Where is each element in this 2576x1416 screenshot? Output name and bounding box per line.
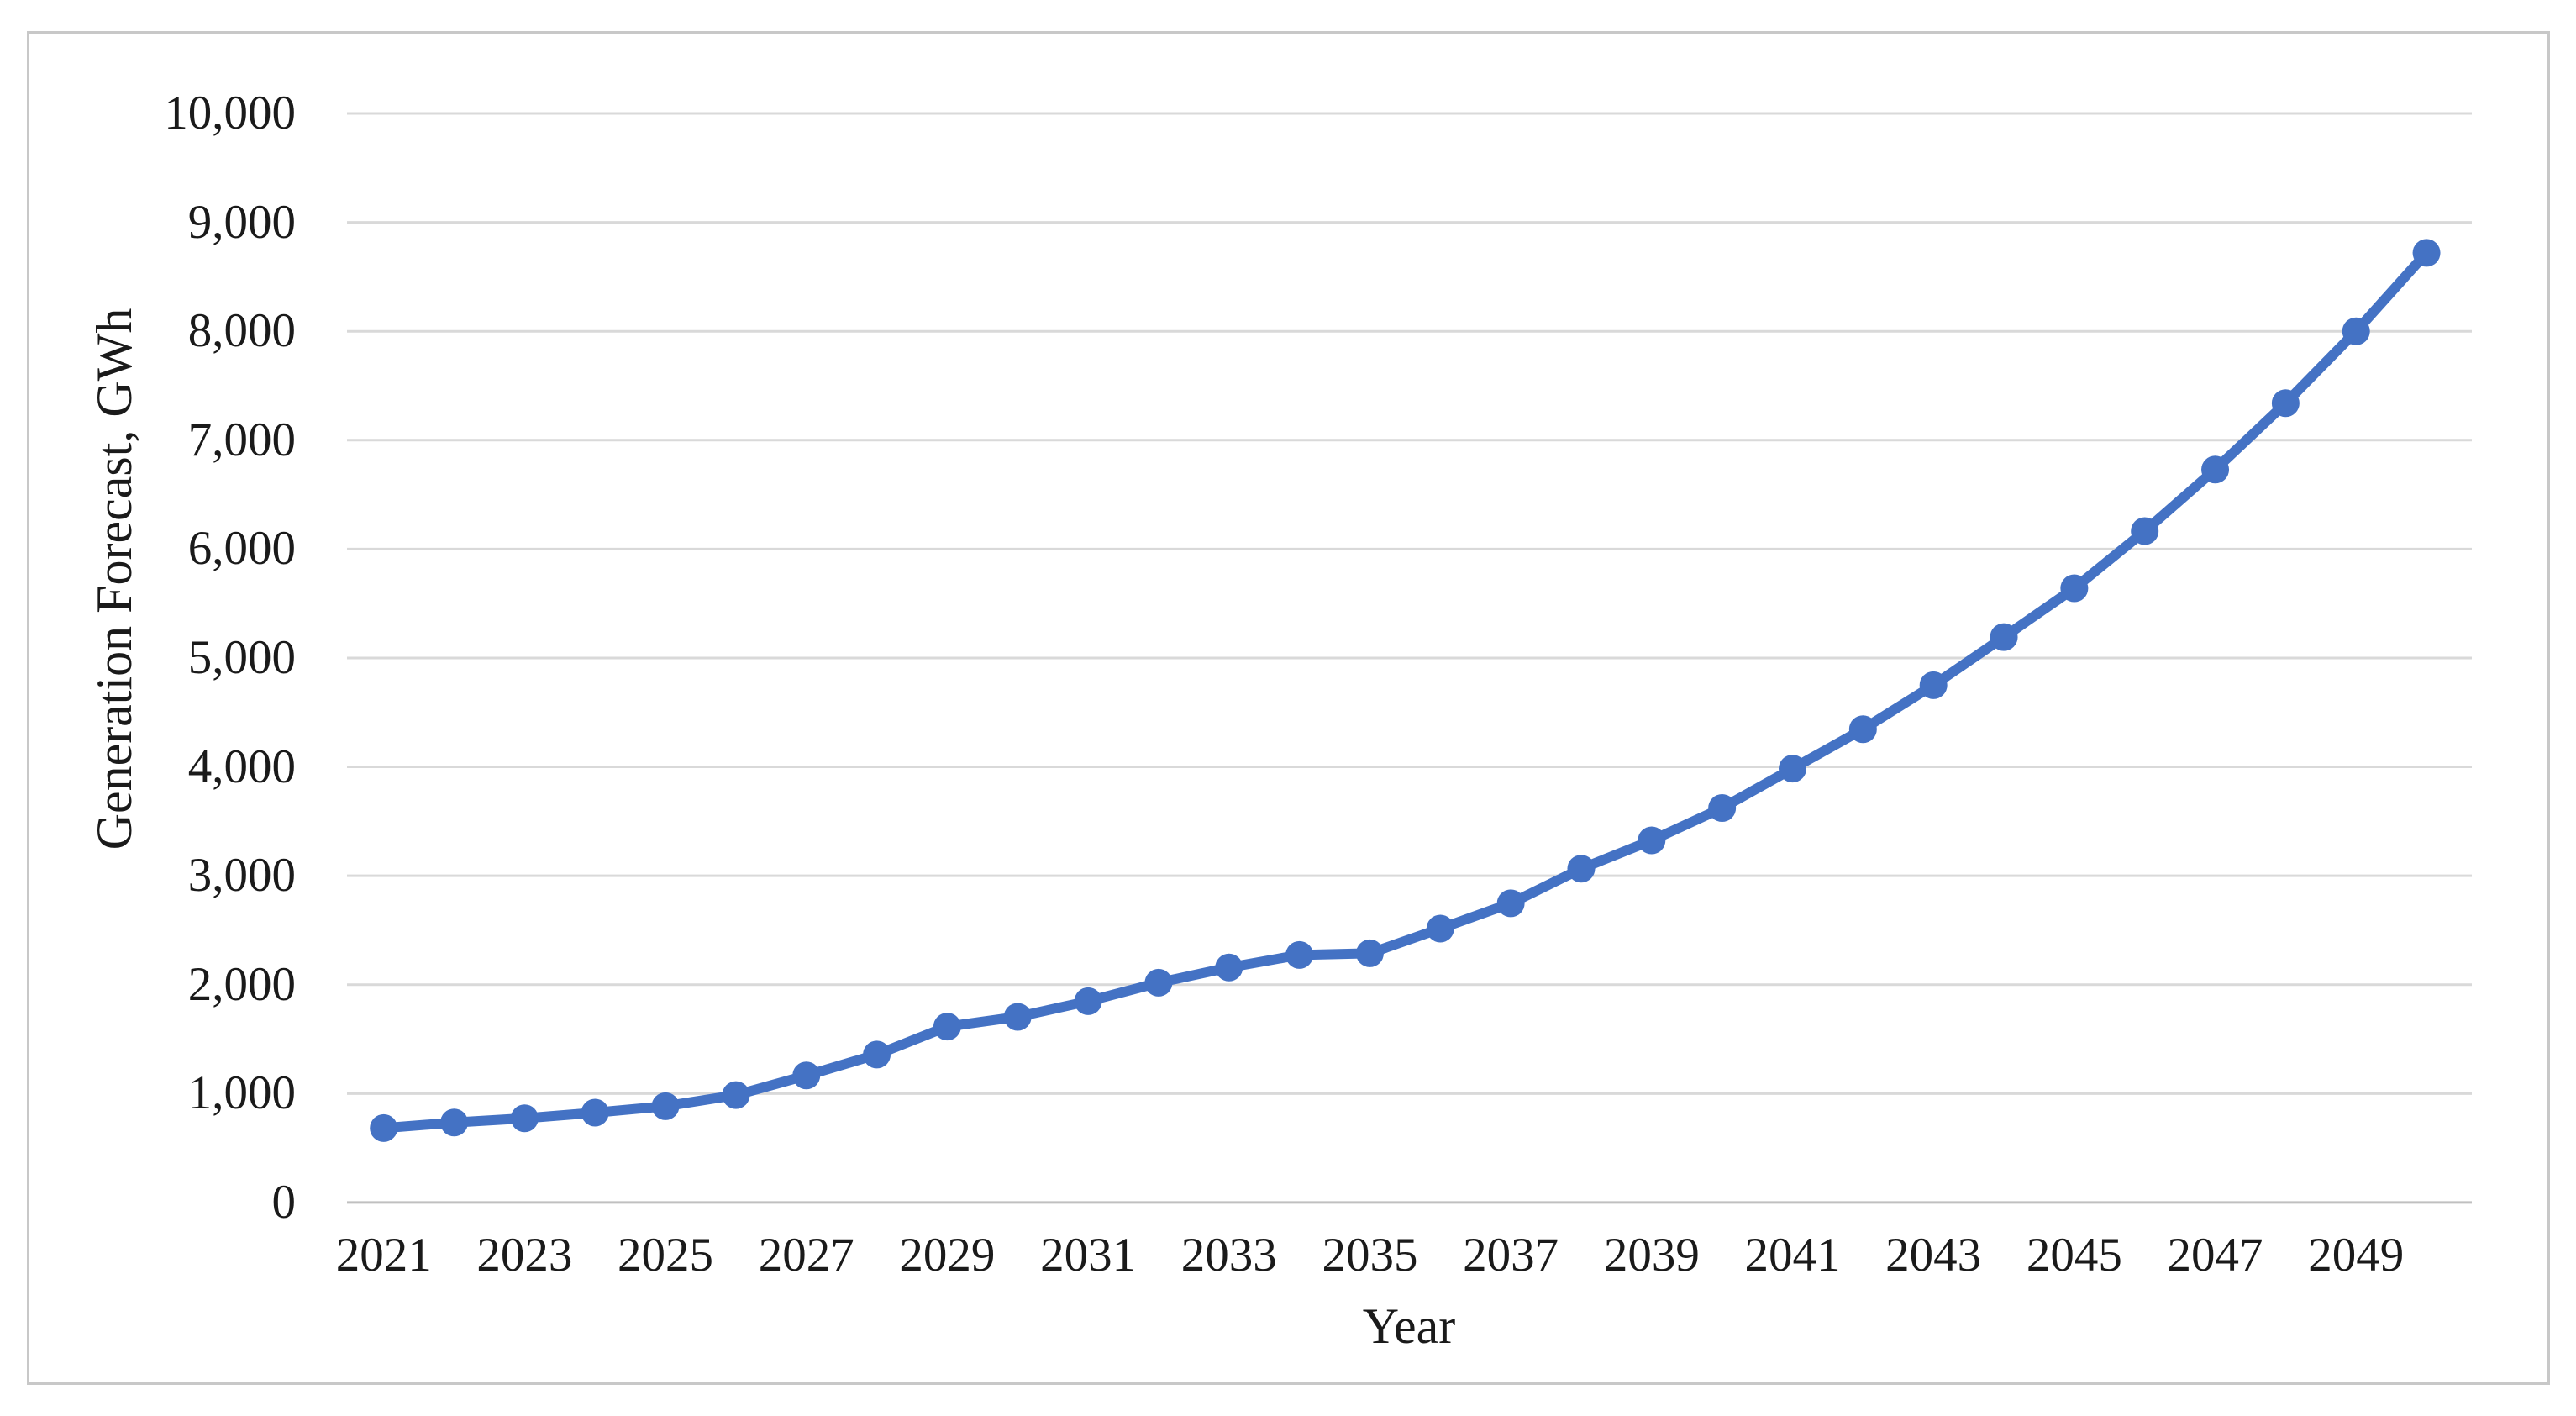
y-tick-label: 8,000 <box>187 304 296 358</box>
x-tick-label: 2033 <box>1180 1229 1277 1282</box>
x-tick-label: 2031 <box>1040 1229 1137 1282</box>
y-axis-title: Generation Forecast, GWh <box>87 308 142 850</box>
data-point-marker <box>651 1092 680 1120</box>
data-point-marker <box>2060 574 2089 603</box>
chart-border <box>27 31 2550 1385</box>
data-point-marker <box>1074 987 1102 1015</box>
y-tick-label: 3,000 <box>187 849 296 903</box>
x-tick-label: 2039 <box>1603 1229 1700 1282</box>
x-tick-label: 2021 <box>335 1229 432 1282</box>
data-point-marker <box>1355 939 1384 967</box>
data-point-marker <box>2131 517 2159 545</box>
data-point-marker <box>1003 1003 1032 1031</box>
data-point-marker <box>1848 715 1877 744</box>
data-point-marker <box>1779 755 1806 783</box>
data-point-marker <box>2342 317 2370 345</box>
data-point-marker <box>2271 389 2300 418</box>
x-tick-label: 2045 <box>2026 1229 2122 1282</box>
y-tick-label: 4,000 <box>187 740 296 793</box>
data-point-marker <box>440 1108 469 1137</box>
data-point-marker <box>2412 239 2441 267</box>
data-point-marker <box>1638 826 1666 855</box>
data-point-marker <box>933 1013 961 1041</box>
x-tick-label: 2035 <box>1322 1229 1418 1282</box>
x-tick-label: 2027 <box>758 1229 854 1282</box>
data-point-marker <box>1215 953 1243 982</box>
data-point-marker <box>370 1113 398 1142</box>
data-point-marker <box>1567 855 1596 883</box>
x-tick-label: 2043 <box>1885 1229 1982 1282</box>
x-tick-label: 2025 <box>618 1229 714 1282</box>
x-tick-label: 2023 <box>476 1229 573 1282</box>
data-point-marker <box>863 1040 891 1069</box>
data-point-marker <box>1919 671 1948 699</box>
y-tick-label: 6,000 <box>187 522 296 576</box>
y-tick-label: 9,000 <box>187 195 296 249</box>
x-tick-label: 2029 <box>899 1229 996 1282</box>
x-axis-title: Year <box>1362 1298 1456 1354</box>
y-tick-label: 0 <box>271 1175 297 1229</box>
data-point-marker <box>792 1061 821 1090</box>
y-tick-label: 1,000 <box>187 1066 296 1120</box>
x-tick-label: 2049 <box>2308 1229 2405 1282</box>
data-point-marker <box>2201 455 2230 484</box>
data-point-marker <box>1990 623 2018 651</box>
x-tick-label: 2037 <box>1463 1229 1559 1282</box>
x-tick-label: 2047 <box>2167 1229 2263 1282</box>
data-point-marker <box>510 1104 539 1133</box>
series-line <box>378 247 2432 1134</box>
y-tick-label: 7,000 <box>187 413 296 466</box>
data-point-marker <box>581 1098 609 1127</box>
data-point-marker <box>1496 889 1525 918</box>
x-tick-label: 2041 <box>1744 1229 1841 1282</box>
data-point-marker <box>1708 794 1737 823</box>
data-point-marker <box>1426 914 1454 943</box>
data-point-marker <box>722 1081 750 1109</box>
data-point-marker <box>1285 940 1314 969</box>
y-tick-label: 5,000 <box>187 630 296 684</box>
y-tick-label: 2,000 <box>187 957 296 1011</box>
y-tick-label: 10,000 <box>164 87 296 140</box>
data-point-marker <box>1144 968 1173 997</box>
